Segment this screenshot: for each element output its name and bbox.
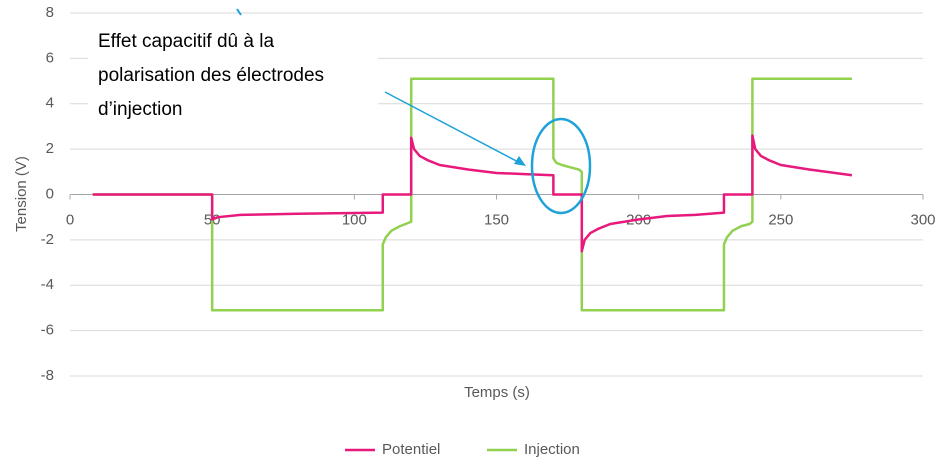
series-line (92, 134, 853, 253)
y-tick-label: -4 (41, 276, 54, 293)
y-tick-label: -6 (41, 322, 54, 339)
y-tick-label: 4 (46, 95, 54, 112)
annotation-text: polarisation des électrodes (98, 65, 324, 86)
x-tick-label: 0 (66, 211, 74, 228)
y-tick-label: 8 (46, 4, 54, 21)
annotation-mark (236, 8, 242, 16)
annotation-arrow (384, 91, 525, 166)
x-axis-label: Temps (s) (464, 384, 530, 401)
annotation-box (88, 18, 378, 126)
y-tick-label: 2 (46, 140, 54, 157)
y-tick-label: 6 (46, 49, 54, 66)
y-tick-label: -2 (41, 231, 54, 248)
legend-label: Potentiel (382, 441, 440, 458)
y-axis-label: Tension (V) (13, 156, 30, 232)
annotation-text: d’injection (98, 99, 183, 120)
y-tick-label: 0 (46, 185, 54, 202)
x-tick-label: 150 (484, 211, 509, 228)
series-line (92, 77, 852, 312)
x-tick-label: 100 (342, 211, 367, 228)
annotation-ellipse (530, 117, 592, 215)
y-tick-label: -8 (41, 367, 54, 384)
annotation-text: Effet capacitif dû à la (98, 31, 274, 52)
x-tick-label: 300 (910, 211, 935, 228)
arrow-head (514, 156, 526, 166)
x-tick-label: 250 (768, 211, 793, 228)
legend-label: Injection (524, 441, 580, 458)
